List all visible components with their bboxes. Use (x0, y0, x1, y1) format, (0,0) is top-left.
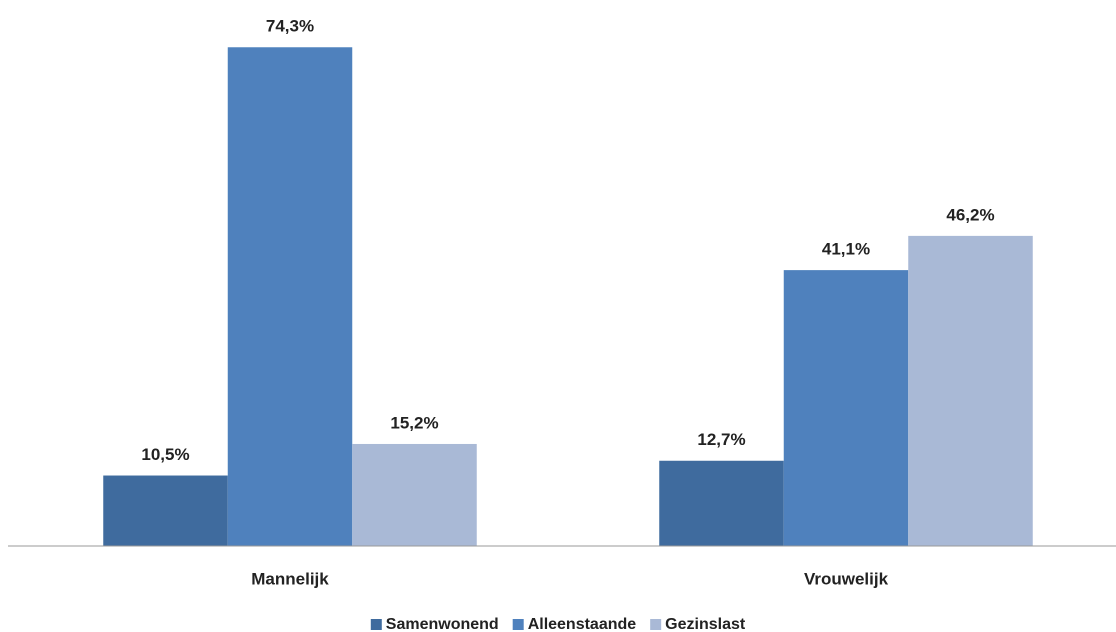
bar (659, 460, 784, 546)
legend-label: Samenwonend (386, 616, 499, 632)
x-tick-label: Vrouwelijk (804, 569, 889, 588)
value-label: 74,3% (266, 17, 314, 36)
value-label: 10,5% (141, 445, 189, 464)
bar (227, 47, 353, 546)
bar (352, 443, 477, 546)
x-tick-label: Mannelijk (251, 569, 329, 588)
value-label: 46,2% (946, 205, 994, 224)
legend-label: Alleenstaande (528, 616, 637, 632)
bar (103, 475, 228, 546)
legend-swatch (650, 619, 662, 630)
value-label: 41,1% (822, 240, 870, 259)
bar (908, 235, 1033, 546)
legend-swatch (512, 619, 524, 630)
value-label: 15,2% (390, 413, 438, 432)
legend-label: Gezinslast (665, 616, 746, 632)
value-label: 12,7% (697, 430, 745, 449)
legend-swatch (370, 619, 382, 630)
bar (783, 270, 909, 546)
